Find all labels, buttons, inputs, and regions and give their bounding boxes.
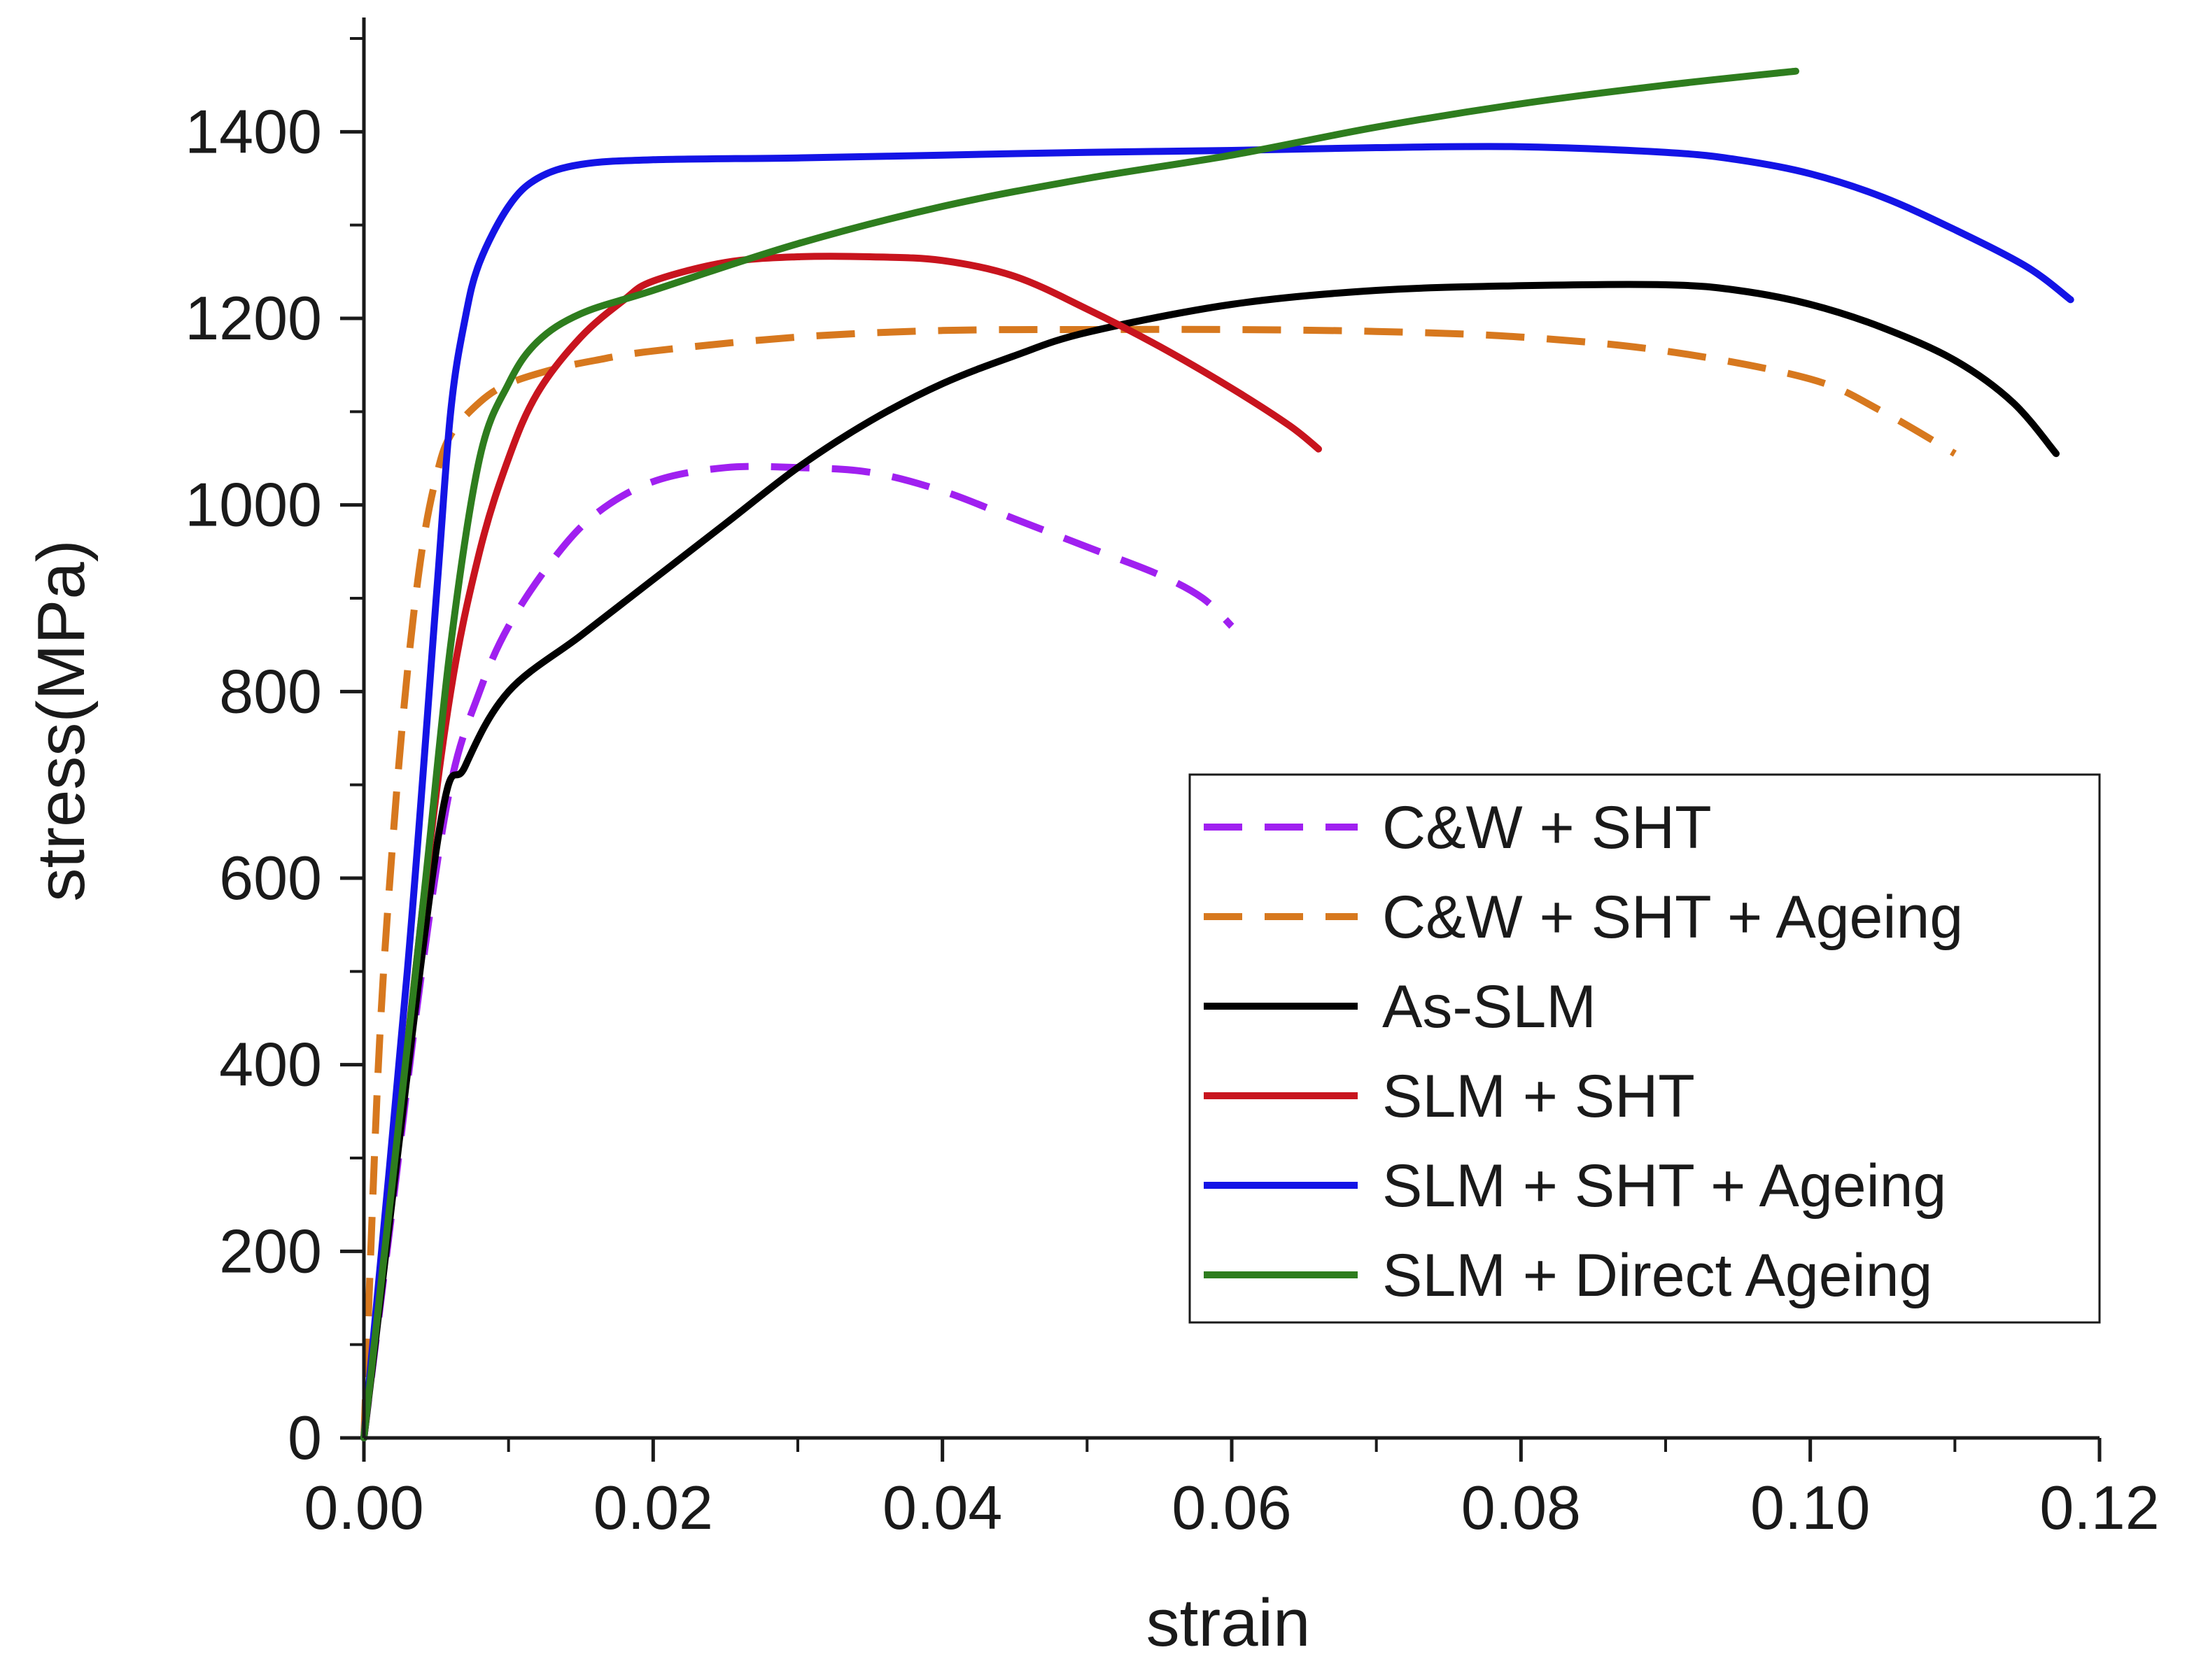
y-tick-label: 600 [219,843,322,912]
y-tick-label: 1000 [185,470,322,539]
axis-tick-labels: 0.00 0.02 0.04 0.06 0.08 0.10 0.12 0 200 400 600 80… [185,97,2159,1542]
y-tick-label: 200 [219,1216,322,1285]
legend-label-as-slm: As-SLM [1382,973,1596,1040]
y-axis-title: stress(MPa) [24,539,99,901]
series-line-slm-sht-ageing [360,143,2074,1441]
legend-items: C&W + SHT C&W + SHT + Ageing As-SLM SLM + S… [1204,794,1963,1309]
data-series [360,67,2074,1441]
x-tick-label: 0.10 [1750,1473,1870,1542]
x-tick-label: 0.06 [1172,1473,1291,1542]
legend: C&W + SHT C&W + SHT + Ageing As-SLM SLM + S… [1188,773,2101,1324]
legend-box [1188,773,2101,1324]
legend-label-slm-direct-ageing: SLM + Direct Ageing [1382,1242,1932,1309]
x-tick-label: 0.04 [882,1473,1002,1542]
y-tick-label: 800 [219,656,322,726]
legend-label-candw-sht: C&W + SHT [1382,794,1712,861]
axis-ticks [340,37,2102,1462]
x-tick-label: 0.02 [593,1473,713,1542]
legend-label-slm-sht-ageing: SLM + SHT + Ageing [1382,1152,1946,1220]
legend-label-slm-sht: SLM + SHT [1382,1063,1695,1130]
y-tick-label: 1200 [185,283,322,353]
x-axis-title: strain [1146,1586,1311,1660]
x-tick-label: 0.12 [2039,1473,2159,1542]
legend-label-candw-sht-ageing: C&W + SHT + Ageing [1382,884,1963,951]
y-tick-label: 400 [219,1030,322,1099]
y-tick-label: 1400 [185,97,322,166]
y-tick-label: 0 [288,1403,322,1472]
series-line-slm-direct-ageing [360,67,1799,1441]
series-line-candw-sht-ageing [360,325,1957,1439]
x-tick-label: 0.08 [1461,1473,1581,1542]
x-tick-label: 0.00 [304,1473,423,1542]
series-line-as-slm [360,281,2060,1441]
